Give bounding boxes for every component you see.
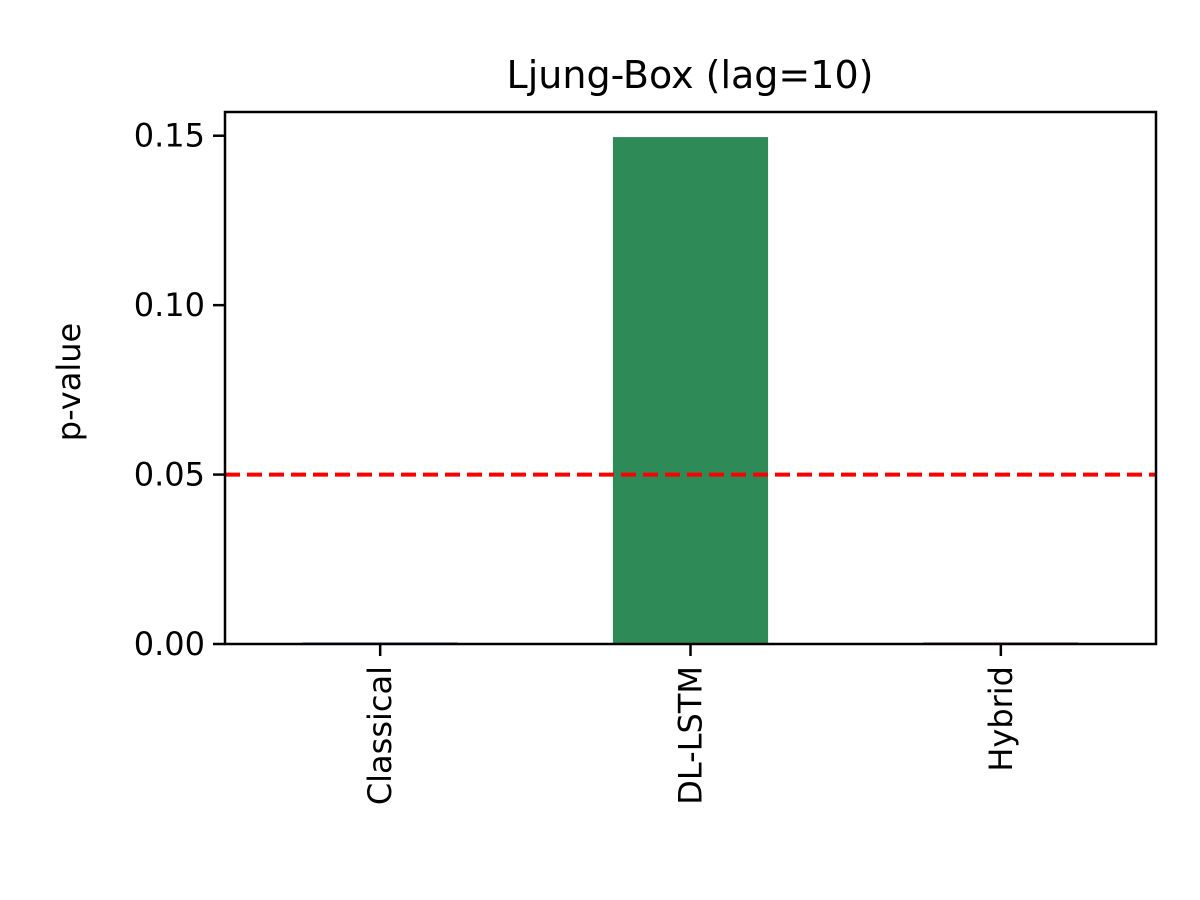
plot-frame [223,110,1158,646]
y-axis-title: p-value [50,323,88,441]
x-tick-label: Hybrid [982,666,1020,772]
x-tick-label: DL-LSTM [672,666,710,805]
bar-dl-lstm [612,137,769,644]
y-tick-label: 0.00 [134,625,205,663]
chart-title: Ljung-Box (lag=10) [507,53,874,97]
plot-area: 0.00 0.05 0.10 0.15 Classical DL-LSTM Hybrid [134,117,1156,805]
y-tick-label: 0.15 [134,117,205,155]
y-tick-label: 0.05 [134,456,205,494]
y-tick-label: 0.10 [134,286,205,324]
x-tick-label: Classical [361,666,399,805]
